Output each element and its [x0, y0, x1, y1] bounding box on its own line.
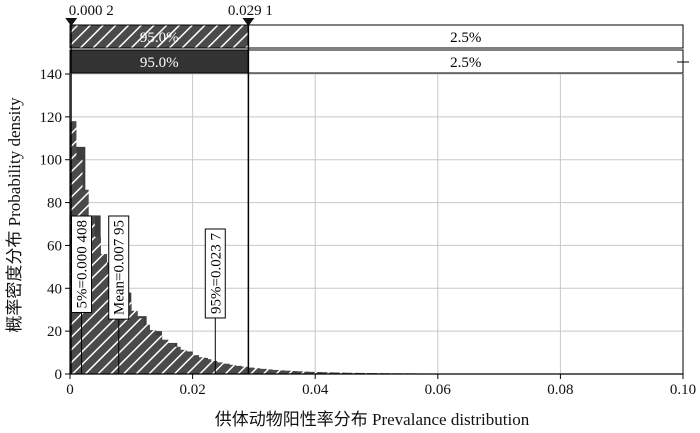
hatched-bar — [168, 343, 175, 374]
x-tick-label: 0.04 — [302, 382, 329, 398]
hatched-bar — [186, 352, 193, 374]
x-tick-label: 0 — [66, 382, 74, 398]
x-tick-label: 0.10 — [670, 382, 696, 398]
hatched-bar — [198, 357, 206, 374]
hatched-bar — [345, 372, 353, 374]
hatched-bar — [155, 335, 163, 374]
statistic-markers: 5%=0.000 408 Mean=0.007 95 95%=0.023 7 — [71, 215, 226, 374]
hatched-bar — [327, 372, 334, 374]
y-tick-label: 0 — [55, 367, 63, 383]
hatched-bar — [180, 349, 187, 374]
hatched-bar — [339, 372, 347, 374]
hatched-bar — [131, 310, 138, 374]
hatched-bar — [223, 363, 230, 374]
marker-label-box: 95%=0.023 7 — [204, 228, 226, 374]
y-tick-label: 20 — [47, 324, 62, 340]
delimiter-right-handle[interactable] — [242, 18, 255, 26]
hatched-bar — [174, 346, 181, 374]
hatched-bar — [309, 371, 316, 374]
marker-label-box: Mean=0.007 95 — [108, 215, 130, 374]
delimiters: 0.000 2 0.029 1 — [65, 3, 273, 374]
axes — [65, 73, 684, 379]
marker-label: Mean=0.007 95 — [112, 220, 128, 315]
crosshair-icon[interactable] — [677, 56, 689, 68]
x-tick-label: 0.02 — [179, 382, 205, 398]
hatched-bar — [161, 339, 169, 374]
hatched-bar — [119, 292, 126, 374]
hatched-bar — [302, 371, 310, 374]
hatched-bar — [296, 371, 304, 374]
delimiter-right-value: 0.029 1 — [228, 3, 273, 19]
x-tick-label: 0.06 — [425, 382, 452, 398]
hatched-bar — [235, 365, 242, 374]
y-tick-label: 40 — [47, 281, 62, 297]
hatched-bar — [100, 254, 108, 374]
hatched-bar — [290, 371, 298, 374]
band-hatched-right-label: 2.5% — [450, 30, 481, 46]
delimiter-left-handle[interactable] — [65, 18, 78, 26]
hatched-bar — [253, 368, 261, 374]
hatched-bar — [94, 236, 101, 374]
hatched-bar — [284, 370, 291, 374]
hatched-bar — [137, 318, 144, 374]
hatched-bar — [333, 372, 341, 374]
tick-labels: 0 0.02 0.04 0.06 0.08 0.10 0 20 40 60 80 100 120 140 — [40, 67, 697, 398]
band-solid-right-label: 2.5% — [450, 55, 481, 71]
hatched-bar — [217, 362, 224, 374]
hatched-bar — [143, 324, 150, 374]
hatched-bar — [278, 370, 285, 374]
y-tick-label: 100 — [40, 153, 63, 169]
y-tick-label: 140 — [40, 67, 63, 83]
band-hatched-left-label: 95.0% — [140, 30, 179, 46]
band-solid-left-label: 95.0% — [140, 55, 179, 71]
hatched-bar — [321, 372, 328, 374]
hatched-bar — [229, 364, 236, 374]
hatched-bar — [315, 372, 322, 374]
hatched-bar — [241, 366, 249, 374]
hatched-bar — [125, 302, 132, 374]
y-tick-label: 60 — [47, 238, 62, 254]
gridlines — [70, 73, 684, 374]
x-tick-label: 0.08 — [547, 382, 573, 398]
hatched-histogram — [70, 121, 684, 375]
hatched-bar — [192, 355, 200, 374]
marker-label-box: 5%=0.000 408 — [71, 215, 93, 374]
x-axis-title: 供体动物阳性率分布 Prevalance distribution — [215, 410, 530, 429]
marker-label: 95%=0.023 7 — [208, 233, 224, 314]
hatched-bar — [112, 281, 120, 374]
hatched-bar — [266, 369, 273, 374]
y-tick-label: 120 — [40, 110, 63, 126]
y-tick-label: 80 — [47, 196, 62, 212]
hatched-bar — [149, 330, 157, 374]
hatched-bar — [247, 367, 255, 374]
hatched-bar — [204, 359, 212, 374]
hatched-bar — [106, 269, 114, 374]
delimiter-band: 95.0% 2.5% 95.0% 2.5% — [69, 24, 684, 74]
hatched-bar — [260, 368, 267, 374]
marker-label: 5%=0.000 408 — [75, 220, 91, 308]
hatched-bar — [210, 360, 218, 374]
hatched-bar — [272, 369, 279, 374]
y-axis-title: 概率密度分布 Probability density — [5, 97, 24, 333]
delimiter-left-value: 0.000 2 — [69, 3, 114, 19]
